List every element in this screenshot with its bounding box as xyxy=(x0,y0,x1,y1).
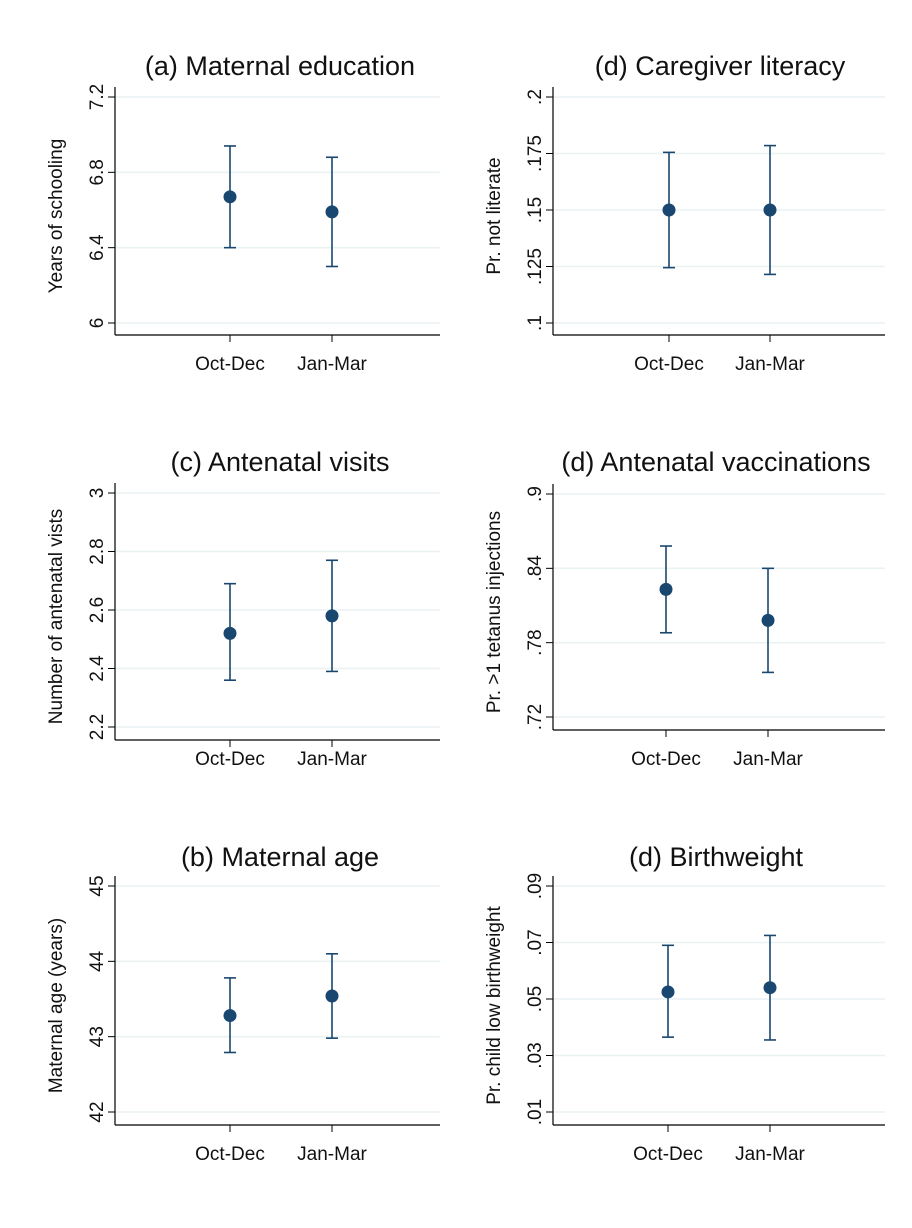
x-tick-label: Jan-Mar xyxy=(735,354,805,375)
chart-title: (d) Birthweight xyxy=(629,842,804,872)
chart-panel-4: .72 .78 .84 .9 (d) Antenatal vaccinations Pr.… xyxy=(484,447,885,770)
y-tick-label: 44 xyxy=(87,950,108,972)
y-tick-label: .84 xyxy=(525,555,546,582)
y-tick-label: 7.2 xyxy=(87,84,108,110)
x-tick-label: Oct-Dec xyxy=(631,749,701,770)
y-tick-label: 6.8 xyxy=(87,159,108,185)
chart-panel-5: 42 43 44 45 (b) Maternal age Maternal age (ye… xyxy=(46,842,440,1165)
y-tick-label: .125 xyxy=(525,248,546,285)
estimate-point xyxy=(325,989,339,1003)
y-tick-label: .9 xyxy=(525,486,546,502)
chart-title: (d) Caregiver literacy xyxy=(595,51,846,81)
y-tick-label: .72 xyxy=(525,704,546,730)
y-tick-label: 6.4 xyxy=(87,234,108,261)
y-tick-label: .09 xyxy=(525,873,546,899)
estimate-point xyxy=(223,626,237,640)
estimate-point xyxy=(763,981,777,995)
y-tick-label: .1 xyxy=(525,315,546,331)
y-tick-label: .05 xyxy=(525,986,546,1012)
y-axis-label: Pr. >1 tetanus injections xyxy=(484,511,505,713)
y-tick-label: 45 xyxy=(87,875,108,896)
chart-title: (d) Antenatal vaccinations xyxy=(561,447,870,477)
estimate-point xyxy=(763,203,777,217)
chart-title: (a) Maternal education xyxy=(145,51,415,81)
chart-panel-1: 6 6.4 6.8 7.2 (a) Maternal education Years of… xyxy=(46,51,440,375)
chart-title: (b) Maternal age xyxy=(181,842,379,872)
x-tick-label: Oct-Dec xyxy=(195,354,265,375)
y-tick-label: .15 xyxy=(525,197,546,223)
estimate-point xyxy=(223,190,237,204)
estimate-point xyxy=(325,609,339,623)
y-tick-label: 2.8 xyxy=(87,538,108,564)
y-axis-label: Pr. not literate xyxy=(484,157,505,274)
y-tick-label: .03 xyxy=(525,1042,546,1068)
chart-title: (c) Antenatal visits xyxy=(170,447,389,477)
y-tick-label: 2.4 xyxy=(87,655,108,682)
estimate-point xyxy=(761,613,775,627)
x-tick-label: Oct-Dec xyxy=(195,1144,265,1165)
y-axis-label: Pr. child low birthweight xyxy=(484,906,505,1105)
y-tick-label: 42 xyxy=(87,1101,108,1122)
y-tick-label: 2.6 xyxy=(87,597,108,623)
y-tick-label: .01 xyxy=(525,1099,546,1125)
y-tick-label: 6 xyxy=(87,318,108,329)
x-tick-label: Jan-Mar xyxy=(297,749,367,770)
y-axis-label: Years of schooling xyxy=(46,139,67,294)
y-tick-label: .175 xyxy=(525,135,546,172)
x-tick-label: Jan-Mar xyxy=(735,1144,805,1165)
estimate-point xyxy=(223,1009,237,1023)
y-tick-label: 2.2 xyxy=(87,714,108,740)
x-tick-label: Oct-Dec xyxy=(634,354,704,375)
x-tick-label: Jan-Mar xyxy=(297,354,367,375)
estimate-point xyxy=(659,582,673,596)
estimate-point xyxy=(661,985,675,999)
estimate-point xyxy=(662,203,676,217)
x-tick-label: Jan-Mar xyxy=(733,749,803,770)
chart-panel-3: 2.2 2.4 2.6 2.8 3 (c) Antenatal visits Number … xyxy=(46,447,440,770)
y-tick-label: .78 xyxy=(525,629,546,655)
y-tick-label: .07 xyxy=(525,929,546,955)
x-tick-label: Jan-Mar xyxy=(297,1144,367,1165)
y-tick-label: .2 xyxy=(525,89,546,105)
y-tick-label: 43 xyxy=(87,1026,108,1047)
y-tick-label: 3 xyxy=(87,488,108,499)
y-axis-label: Maternal age (years) xyxy=(46,918,67,1093)
x-tick-label: Oct-Dec xyxy=(195,749,265,770)
chart-panel-2: .1 .125 .15 .175 .2 (d) Caregiver literacy Pr.… xyxy=(484,51,885,375)
x-tick-label: Oct-Dec xyxy=(633,1144,703,1165)
estimate-point xyxy=(325,205,339,219)
chart-panel-6: .01 .03 .05 .07 .09 (d) Birthweight Pr. child … xyxy=(484,842,885,1165)
y-axis-label: Number of antenatal vists xyxy=(46,509,67,724)
